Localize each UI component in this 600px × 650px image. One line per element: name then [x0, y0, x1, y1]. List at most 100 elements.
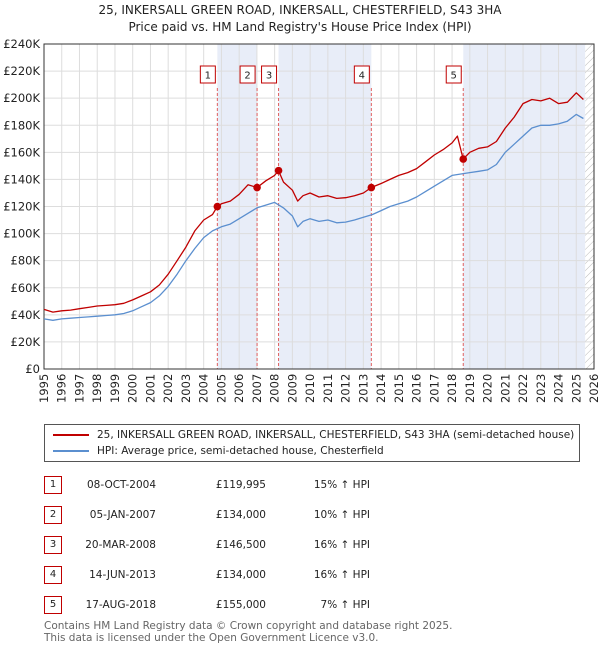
sale-point	[459, 155, 468, 163]
legend-item-hpi: HPI: Average price, semi-detached house,…	[53, 443, 384, 459]
x-tick-label: 2002	[161, 374, 175, 403]
sale-hpi-diff: 15% ↑ HPI	[313, 479, 370, 491]
sale-number-badge: 4	[44, 566, 62, 584]
x-tick-label: 2014	[374, 374, 388, 403]
sale-marker-label: 5	[451, 71, 457, 82]
x-tick-label: 2024	[552, 374, 566, 403]
x-tick-label: 2000	[126, 374, 140, 403]
sale-point	[274, 166, 283, 175]
y-tick-label: £0	[25, 362, 40, 376]
table-row: 3 20-MAR-2008 £146,500 16% ↑ HPI	[0, 536, 600, 556]
x-tick-label: 2023	[534, 374, 548, 403]
sale-number-badge: 2	[44, 506, 62, 524]
y-tick-label: £120K	[3, 200, 40, 214]
plot-frame	[43, 43, 595, 370]
x-tick-label: 2013	[356, 374, 370, 403]
sale-hpi-diff: 16% ↑ HPI	[313, 539, 370, 551]
x-tick-label: 2021	[498, 374, 512, 403]
x-tick-label: 1998	[90, 374, 104, 403]
sale-marker-box	[261, 65, 278, 84]
y-tick-label: £160K	[3, 145, 40, 159]
sale-date: 17-AUG-2018	[85, 599, 156, 611]
footer-license: This data is licensed under the Open Gov…	[44, 632, 379, 644]
series-line-property	[43, 92, 584, 313]
x-tick-label: 2020	[481, 374, 495, 403]
y-tick-label: £180K	[3, 118, 40, 132]
sale-price: £134,000	[215, 569, 266, 581]
x-tick-label: 2001	[143, 374, 157, 403]
y-tick-label: £220K	[3, 64, 40, 78]
sale-price: £155,000	[215, 599, 266, 611]
sale-hpi-diff: 16% ↑ HPI	[313, 569, 370, 581]
legend-swatch-blue	[53, 450, 89, 452]
sale-point	[213, 202, 222, 211]
sale-marker-box	[239, 65, 256, 84]
x-tick-label: 1995	[37, 374, 51, 403]
sale-point	[367, 183, 376, 192]
x-tick-label: 2018	[445, 374, 459, 403]
sale-marker-label: 4	[359, 71, 365, 82]
y-tick-label: £140K	[3, 172, 40, 186]
sale-marker-box	[353, 65, 370, 84]
x-tick-label: 2006	[232, 374, 246, 403]
x-tick-label: 1996	[55, 374, 69, 403]
sale-point	[253, 183, 261, 192]
table-row: 1 08-OCT-2004 £119,995 15% ↑ HPI	[0, 476, 600, 496]
sale-price: £134,000	[215, 509, 266, 521]
y-tick-label: £40K	[11, 308, 41, 322]
x-tick-label: 2004	[197, 374, 211, 403]
x-tick-label: 2008	[268, 374, 282, 403]
chart-title: 25, INKERSALL GREEN ROAD, INKERSALL, CHE…	[98, 3, 502, 17]
y-tick-label: £60K	[11, 281, 41, 295]
table-row: 5 17-AUG-2018 £155,000 7% ↑ HPI	[0, 596, 600, 616]
x-tick-label: 2019	[463, 374, 477, 403]
sale-number-badge: 1	[44, 476, 62, 494]
sale-date: 05-JAN-2007	[89, 509, 156, 521]
x-tick-label: 2016	[410, 374, 424, 403]
x-tick-label: 1999	[108, 374, 122, 403]
series-line-hpi	[43, 113, 584, 321]
sale-hpi-diff: 10% ↑ HPI	[313, 509, 370, 521]
x-tick-label: 2017	[427, 374, 441, 403]
sale-number-badge: 3	[44, 536, 62, 554]
price-chart: 25, INKERSALL GREEN ROAD, INKERSALL, CHE…	[3, 3, 600, 403]
legend-swatch-red	[53, 434, 89, 436]
x-tick-label: 2009	[285, 374, 299, 403]
y-tick-label: £80K	[11, 254, 41, 268]
x-tick-label: 2025	[569, 374, 583, 403]
sale-marker-box	[199, 65, 216, 84]
sale-marker-label: 2	[244, 71, 250, 82]
footer-copyright: Contains HM Land Registry data © Crown c…	[44, 620, 453, 632]
sale-price: £146,500	[215, 539, 266, 551]
sale-hpi-diff: 7% ↑ HPI	[320, 599, 370, 611]
y-tick-label: £200K	[3, 91, 40, 105]
y-tick-label: £240K	[3, 37, 40, 51]
legend-label-hpi: HPI: Average price, semi-detached house,…	[97, 445, 384, 457]
table-row: 2 05-JAN-2007 £134,000 10% ↑ HPI	[0, 506, 600, 526]
sale-date: 08-OCT-2004	[87, 479, 156, 491]
sale-marker-label: 3	[266, 71, 272, 82]
chart-legend: 25, INKERSALL GREEN ROAD, INKERSALL, CHE…	[44, 424, 580, 462]
x-tick-label: 2022	[516, 374, 530, 403]
sale-marker-label: 1	[205, 71, 211, 82]
sale-date: 14-JUN-2013	[89, 569, 156, 581]
y-tick-label: £20K	[11, 335, 41, 349]
sale-price: £119,995	[215, 479, 266, 491]
chart-subtitle: Price paid vs. HM Land Registry's House …	[128, 20, 471, 34]
x-tick-label: 2026	[587, 374, 600, 403]
y-tick-label: £100K	[3, 227, 40, 241]
sale-date: 20-MAR-2008	[85, 539, 156, 551]
x-tick-label: 2011	[321, 374, 335, 403]
table-row: 4 14-JUN-2013 £134,000 16% ↑ HPI	[0, 566, 600, 586]
footer-note: Contains HM Land Registry data © Crown c…	[44, 620, 452, 644]
sale-marker-box	[445, 65, 462, 84]
x-tick-label: 2015	[392, 374, 406, 403]
x-tick-label: 2007	[250, 374, 264, 403]
x-tick-label: 2010	[303, 374, 317, 403]
x-tick-label: 2005	[214, 374, 228, 403]
legend-item-property: 25, INKERSALL GREEN ROAD, INKERSALL, CHE…	[53, 427, 574, 443]
legend-label-property: 25, INKERSALL GREEN ROAD, INKERSALL, CHE…	[97, 429, 575, 441]
sale-number-badge: 5	[44, 596, 62, 614]
x-tick-label: 1997	[72, 374, 86, 403]
x-tick-label: 2003	[179, 374, 193, 403]
